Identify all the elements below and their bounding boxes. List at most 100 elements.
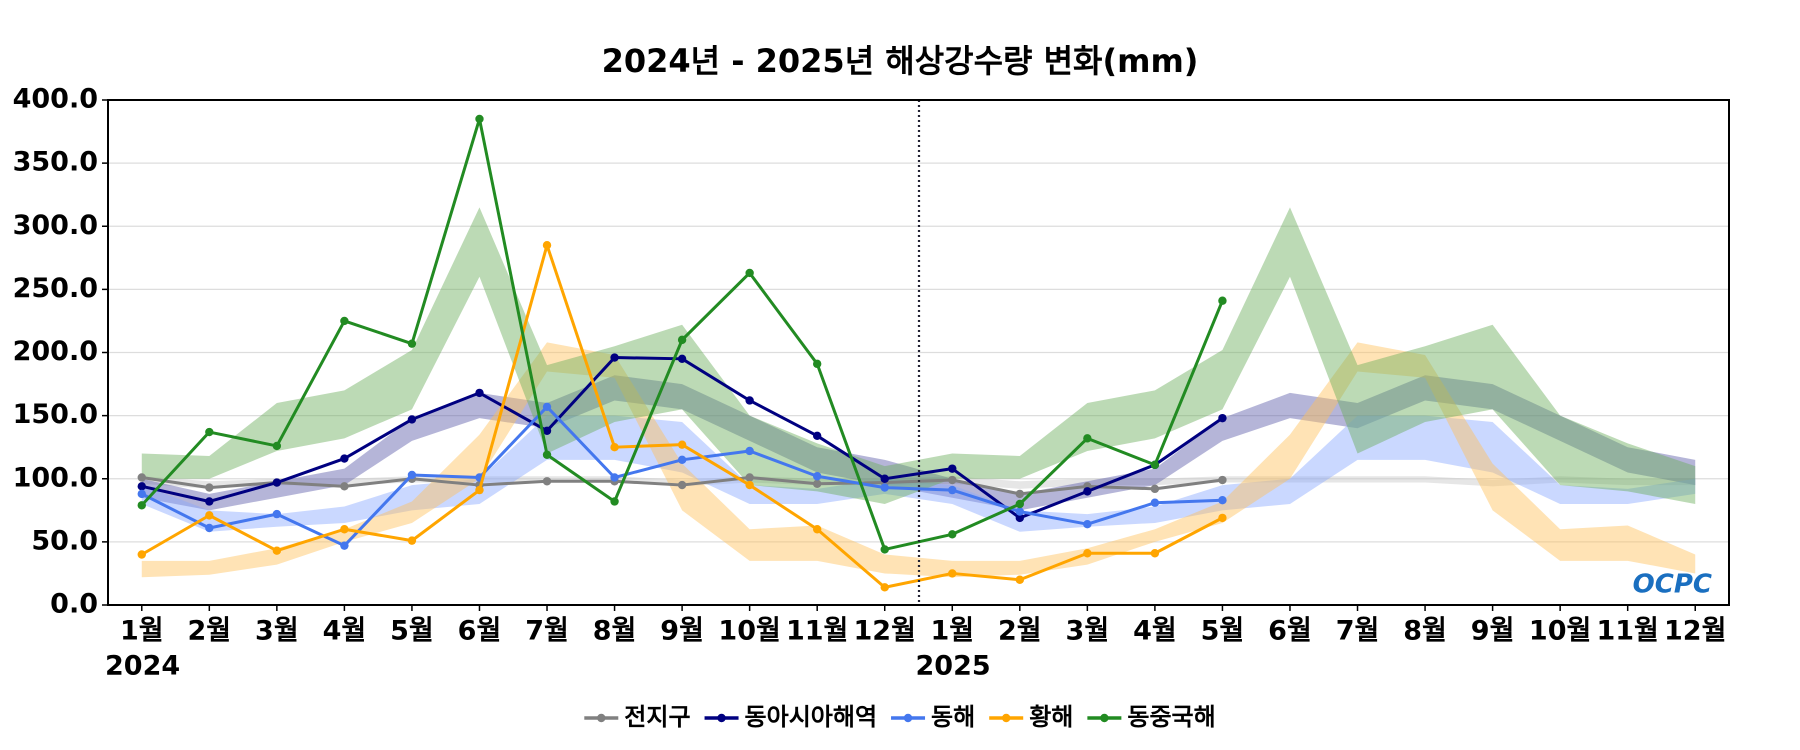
data-point: [542, 426, 552, 435]
y-tick-label: 150.0: [13, 399, 98, 430]
data-point: [205, 427, 214, 437]
x-tick-label: 6월: [458, 616, 502, 647]
data-point: [1218, 475, 1227, 485]
logo: OCPC: [1633, 570, 1712, 600]
legend-marker: [1002, 713, 1011, 723]
legend-marker: [597, 713, 606, 723]
legend-label: 동중국해: [1127, 703, 1215, 731]
x-tick-label: 3월: [1066, 616, 1110, 647]
data-point: [745, 396, 754, 405]
data-point: [137, 501, 146, 510]
legend-label: 전지구: [624, 703, 690, 731]
data-point: [1218, 496, 1227, 505]
data-point: [407, 470, 417, 480]
data-point: [677, 455, 687, 465]
data-point: [745, 268, 754, 278]
y-tick-label: 50.0: [31, 525, 98, 556]
x-tick-label: 8월: [1403, 616, 1447, 647]
legend-item: 동중국해: [1087, 703, 1216, 731]
data-point: [948, 485, 957, 495]
data-point: [812, 525, 822, 534]
data-point: [1218, 513, 1227, 523]
data-point: [1150, 549, 1160, 558]
year-label: 2025: [916, 651, 991, 682]
y-tick-label: 250.0: [13, 273, 98, 304]
data-point: [880, 483, 889, 492]
data-point: [340, 454, 349, 463]
legend-label: 동아시아해역: [745, 703, 877, 731]
x-tick-label: 10월: [1529, 616, 1591, 647]
lines: [137, 114, 1227, 592]
data-point: [1150, 498, 1160, 507]
range-band: [141, 342, 1696, 578]
data-point: [948, 464, 957, 473]
data-point: [340, 316, 349, 326]
data-point: [745, 446, 754, 456]
data-point: [272, 478, 282, 487]
legend-item: 전지구: [584, 703, 691, 731]
data-point: [1083, 434, 1092, 443]
data-point: [610, 442, 619, 452]
data-point: [340, 525, 349, 534]
legend: 전지구 동아시아해역 동해 황해 동중국해: [584, 703, 1216, 731]
data-point: [948, 530, 957, 539]
data-point: [272, 546, 282, 555]
range-band: [141, 415, 1696, 532]
x-tick-label: 4월: [323, 616, 367, 647]
data-point: [812, 431, 822, 441]
data-point: [948, 569, 957, 578]
data-point: [1015, 507, 1025, 516]
x-tick-label: 1월: [120, 616, 164, 647]
data-point: [745, 473, 754, 482]
data-point: [205, 497, 214, 506]
x-tick-label: 5월: [390, 616, 434, 647]
legend-label: 동해: [931, 703, 975, 731]
y-tick-label: 350.0: [13, 147, 98, 178]
data-point: [1150, 460, 1160, 470]
legend-marker: [903, 713, 913, 723]
data-point: [272, 441, 282, 451]
data-point: [677, 354, 687, 364]
data-point: [1218, 413, 1227, 423]
x-tick-label: 9월: [660, 616, 704, 647]
data-point: [407, 536, 417, 545]
data-point: [205, 523, 214, 533]
x-tick-label: 3월: [255, 616, 299, 647]
data-point: [880, 474, 889, 483]
x-tick-label: 12월: [854, 616, 916, 647]
data-point: [677, 335, 687, 345]
data-point: [610, 473, 619, 482]
legend-item: 동해: [891, 703, 975, 731]
data-point: [137, 550, 146, 559]
x-tick-label: 11월: [1596, 616, 1658, 647]
data-point: [475, 485, 484, 495]
data-point: [812, 479, 822, 488]
data-point: [475, 114, 484, 124]
data-point: [340, 541, 349, 550]
x-tick-label: 4월: [1133, 616, 1177, 647]
data-point: [205, 511, 214, 520]
legend-item: 동아시아해역: [704, 703, 877, 731]
data-point: [880, 583, 889, 592]
data-point: [812, 359, 822, 369]
x-tick-label: 11월: [786, 616, 848, 647]
data-point: [610, 497, 619, 506]
year-label: 2024: [105, 651, 180, 682]
y-tick-label: 0.0: [50, 589, 98, 620]
legend-marker: [717, 713, 726, 723]
chart-title: 2024년 - 2025년 해상강수량 변화(mm): [602, 42, 1199, 80]
y-tick-label: 300.0: [13, 210, 98, 241]
data-point: [610, 353, 619, 362]
data-point: [1015, 489, 1025, 499]
x-tick-label: 7월: [1336, 616, 1380, 647]
data-point: [948, 475, 957, 485]
data-point: [1015, 513, 1025, 523]
data-point: [205, 483, 214, 492]
data-point: [812, 472, 822, 481]
x-tick-label: 8월: [593, 616, 637, 647]
data-point: [677, 440, 687, 449]
range-band: [141, 375, 1696, 511]
data-point: [677, 480, 687, 490]
data-point: [475, 388, 484, 398]
